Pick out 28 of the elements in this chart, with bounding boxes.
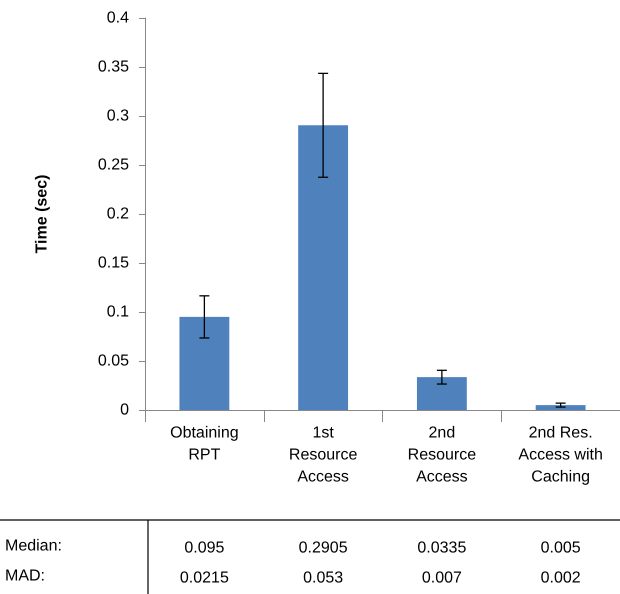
x-tick-label: 2nd Res. Access with Caching [518, 424, 603, 486]
y-tick-label: 0.05 [98, 352, 130, 370]
data-label: 0.0335 [417, 540, 466, 556]
x-tick-label: 2nd Resource Access [408, 424, 476, 486]
text: 0.007 [422, 570, 462, 586]
y-axis-title: Time (sec) [34, 174, 50, 254]
text: 0.002 [540, 570, 581, 586]
y-tick-label: 0.2 [106, 206, 130, 222]
y-tick-label: 0.35 [98, 58, 130, 76]
data-label: 0.095 [184, 540, 224, 556]
data-label: 0.2905 [298, 540, 348, 556]
text: MAD: [5, 568, 45, 584]
y-tick-label: 0.1 [106, 304, 130, 320]
x-tick-label: 1st Resource Access [288, 424, 358, 486]
bar [416, 377, 467, 410]
data-label: 0.005 [540, 540, 581, 556]
text: 0.0215 [180, 570, 229, 586]
bar [298, 125, 348, 410]
text: 0.053 [303, 570, 344, 586]
y-tick-label: 0.15 [98, 254, 130, 272]
y-tick-label: 0.25 [98, 156, 130, 174]
y-tick-label: 0.4 [106, 10, 130, 26]
x-tick-label: Obtaining RPT [170, 424, 239, 464]
bar [536, 405, 586, 410]
text: Median: [5, 538, 62, 554]
bar [179, 316, 230, 410]
y-tick-label: 0.3 [106, 108, 130, 124]
y-tick-label: 0 [120, 402, 130, 418]
